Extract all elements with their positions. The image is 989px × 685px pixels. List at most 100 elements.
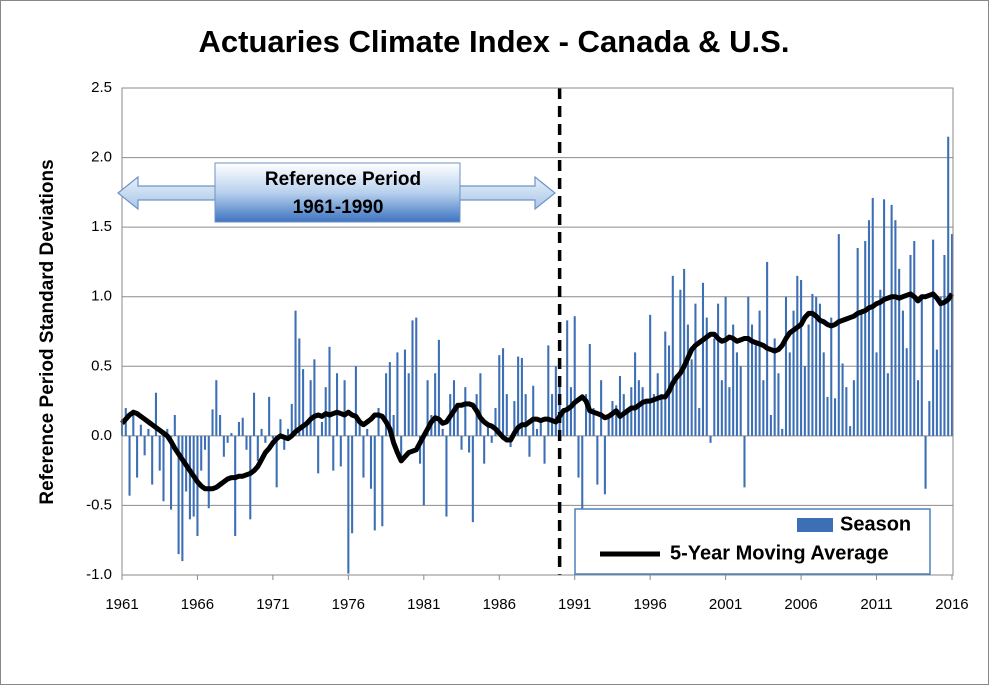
plot-border	[121, 87, 954, 576]
bar	[577, 435, 580, 478]
x-tick-label: 1976	[332, 596, 365, 613]
y-tick-label: 2.0	[91, 149, 112, 166]
bar	[634, 352, 637, 436]
bar	[788, 352, 791, 436]
bar	[215, 380, 218, 436]
bar	[328, 346, 331, 436]
bar	[151, 435, 154, 485]
bar	[777, 373, 780, 436]
bar	[524, 394, 527, 436]
bar	[679, 289, 682, 436]
bar	[196, 435, 199, 537]
y-tick-label: 1.5	[91, 218, 112, 235]
bar	[732, 324, 735, 436]
bar	[728, 387, 731, 436]
bar	[332, 435, 335, 471]
bar	[283, 435, 286, 450]
bar	[849, 426, 852, 436]
bar	[547, 345, 550, 436]
bar	[562, 408, 565, 436]
bar	[611, 401, 614, 436]
bar	[807, 324, 810, 436]
bar	[339, 435, 342, 467]
bar	[747, 296, 750, 436]
bar	[388, 362, 391, 436]
bar	[245, 435, 248, 450]
bar	[683, 268, 686, 436]
bar	[358, 421, 361, 436]
bar	[901, 310, 904, 436]
bar	[928, 401, 931, 436]
bar	[128, 435, 131, 496]
bar	[818, 303, 821, 436]
bar	[698, 408, 701, 436]
bar	[815, 296, 818, 436]
bar	[445, 435, 448, 517]
bar	[924, 435, 927, 489]
bar	[456, 408, 459, 436]
bar	[588, 344, 591, 436]
bar	[471, 435, 474, 523]
bar	[860, 310, 863, 436]
x-tick-label: 1991	[558, 596, 591, 613]
bar	[260, 428, 263, 436]
bar	[558, 380, 561, 436]
x-tick-label: 1961	[105, 596, 138, 613]
bar	[641, 387, 644, 436]
bar	[132, 410, 135, 436]
bar	[298, 338, 301, 436]
bar	[743, 435, 746, 488]
bar	[773, 338, 776, 436]
bar	[833, 398, 837, 436]
bar	[256, 435, 259, 461]
bar	[890, 204, 893, 436]
bar	[222, 435, 225, 457]
bar	[800, 280, 803, 436]
annotation-text: 1961-1990	[293, 197, 384, 218]
bar	[460, 435, 463, 450]
bar	[709, 435, 712, 443]
bar	[271, 435, 274, 439]
bar	[207, 435, 210, 509]
bar	[656, 373, 659, 436]
bar	[517, 356, 520, 436]
bar	[947, 136, 950, 436]
bar	[879, 289, 882, 436]
x-tick-label: 2016	[935, 596, 968, 613]
bar	[894, 220, 897, 436]
bar	[932, 239, 935, 436]
bar	[230, 433, 233, 436]
bar	[166, 428, 169, 436]
bar	[203, 435, 207, 450]
y-tick-label: 0.0	[91, 427, 112, 444]
bar	[173, 414, 176, 436]
bar	[822, 352, 825, 436]
bar	[354, 366, 357, 436]
bar	[713, 338, 716, 436]
bar	[584, 394, 588, 436]
bar	[464, 387, 467, 436]
bar	[762, 380, 765, 436]
bar	[735, 352, 738, 436]
bar	[675, 380, 678, 436]
bar	[264, 435, 267, 443]
bar	[426, 380, 429, 436]
bar	[528, 435, 531, 457]
annotation-text: Reference Period	[265, 169, 421, 190]
bar	[626, 408, 629, 436]
bar	[403, 349, 406, 436]
bar	[377, 408, 380, 436]
bar	[494, 408, 497, 436]
bar	[211, 409, 214, 436]
bar	[615, 405, 618, 436]
bar	[551, 394, 554, 436]
bar	[724, 296, 727, 436]
bar	[392, 414, 395, 436]
legend-label: Season	[840, 513, 911, 535]
bar	[411, 320, 414, 436]
bar	[645, 401, 648, 436]
y-axis-label: Reference Period Standard Deviations	[37, 159, 58, 504]
bar	[369, 435, 373, 489]
bar	[920, 296, 923, 436]
